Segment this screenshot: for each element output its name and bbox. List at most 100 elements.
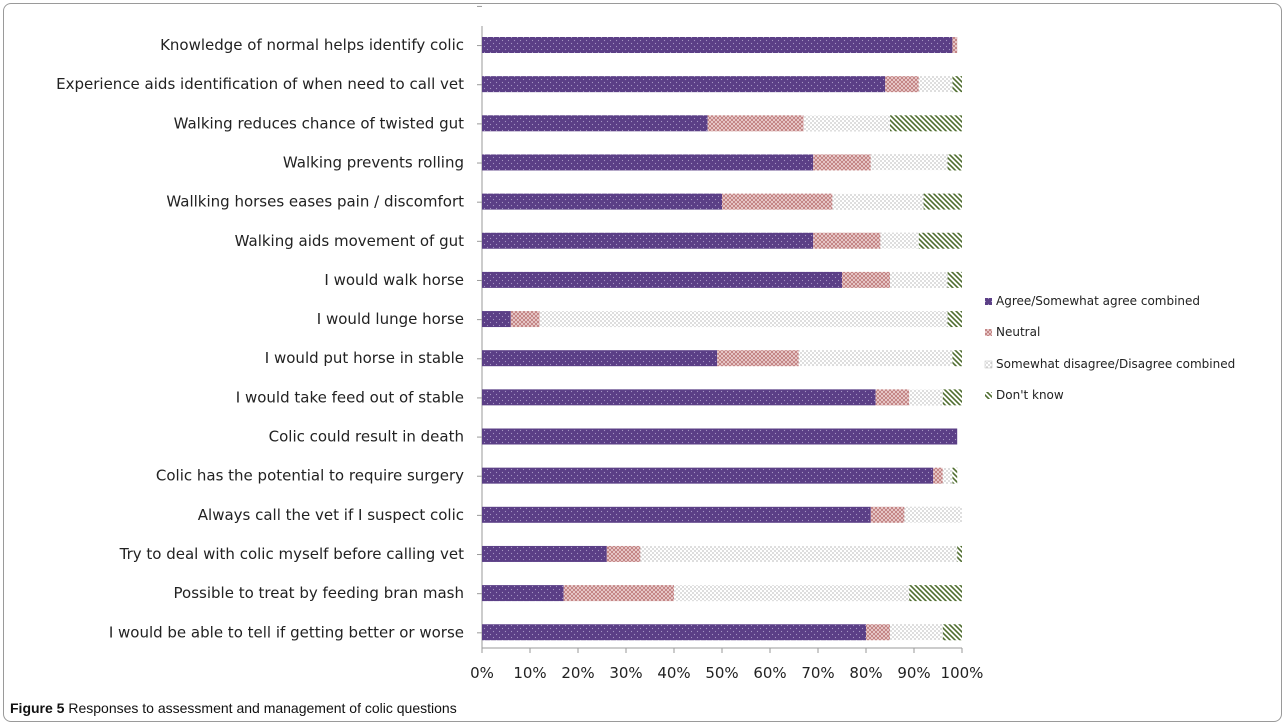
x-tick-label: 80%: [849, 664, 882, 682]
bar-agree: [482, 350, 718, 367]
bar-neutral: [813, 232, 881, 249]
figure-caption: Figure 5 Responses to assessment and man…: [10, 700, 457, 716]
bar-neutral: [510, 311, 540, 328]
bar-agree: [482, 115, 708, 132]
bar-disagree: [674, 585, 910, 602]
category-label: Walking reduces chance of twisted gut: [174, 114, 465, 132]
category-label: Colic has the potential to require surge…: [156, 467, 464, 485]
x-axis-ticks: 0% 10% 20% 30% 40% 50% 60% 70% 80% 90% 100%: [470, 664, 983, 682]
bar-disagree: [803, 115, 890, 132]
category-label: Colic could result in death: [269, 428, 464, 446]
category-label: Try to deal with colic myself before cal…: [119, 545, 464, 563]
category-label: I would lunge horse: [317, 310, 464, 328]
legend-label-agree: Agree/Somewhat agree combined: [996, 294, 1200, 308]
bar-agree: [482, 154, 814, 171]
bar-dontknow: [952, 467, 958, 484]
bar-disagree: [832, 193, 924, 210]
bar-agree: [482, 389, 876, 406]
legend-swatch-disagree: [984, 360, 993, 369]
bar-neutral: [866, 624, 890, 641]
category-label: Wallking horses eases pain / discomfort: [166, 193, 464, 211]
x-tick-label: 100%: [941, 664, 984, 682]
bar-dontknow: [947, 311, 962, 328]
bar-dontknow: [957, 545, 962, 562]
figure-caption-text: Responses to assessment and management o…: [64, 700, 457, 716]
bar-agree: [482, 232, 814, 249]
bar-disagree: [890, 271, 948, 288]
bar-neutral: [875, 389, 910, 406]
x-tick-label: 90%: [897, 664, 930, 682]
bar-neutral: [707, 115, 804, 132]
x-tick-label: 60%: [753, 664, 786, 682]
category-label: I would be able to tell if getting bette…: [109, 623, 464, 641]
category-label: Knowledge of normal helps identify colic: [160, 36, 464, 54]
bar-neutral: [842, 271, 890, 288]
category-label: I would take feed out of stable: [236, 388, 464, 406]
bar-neutral: [885, 76, 919, 93]
x-tick-label: 70%: [801, 664, 834, 682]
bar-dontknow: [952, 350, 962, 367]
bar-dontknow: [942, 624, 962, 641]
figure-label: Figure 5: [10, 700, 65, 716]
bar-neutral: [813, 154, 871, 171]
bar-dontknow: [918, 232, 962, 249]
bar-agree: [482, 37, 953, 53]
bar-neutral: [870, 506, 905, 523]
bar-neutral: [933, 467, 943, 484]
x-tick-label: 30%: [609, 664, 642, 682]
bar-dontknow: [952, 76, 962, 93]
bar-disagree: [870, 154, 948, 171]
bar-neutral: [717, 350, 799, 367]
category-labels: Knowledge of normal helps identify colic…: [56, 36, 464, 641]
bar-disagree: [798, 350, 953, 367]
bar-disagree: [880, 232, 919, 249]
bar-disagree: [918, 76, 953, 93]
bar-agree: [482, 271, 842, 288]
bars-layer: [482, 37, 962, 641]
bar-agree: [482, 545, 607, 562]
category-label: Walking aids movement of gut: [235, 232, 464, 250]
bar-disagree: [890, 624, 943, 641]
category-label: Experience aids identification of when n…: [56, 75, 464, 93]
category-label: I would put horse in stable: [265, 349, 464, 367]
bar-disagree: [942, 467, 953, 484]
bar-dontknow: [923, 193, 962, 210]
bar-disagree: [539, 311, 948, 328]
bar-agree: [482, 76, 886, 93]
bar-disagree: [640, 545, 958, 562]
category-label: Always call the vet if I suspect colic: [198, 506, 464, 524]
legend-label-neutral: Neutral: [996, 325, 1040, 339]
legend-label-dontknow: Don't know: [996, 388, 1064, 402]
legend: Agree/Somewhat agree combined Neutral Some…: [984, 294, 1235, 402]
bar-disagree: [904, 506, 962, 523]
x-tick-label: 50%: [705, 664, 738, 682]
bar-agree: [482, 311, 511, 328]
bar-dontknow: [947, 154, 962, 171]
legend-swatch-neutral: [985, 329, 992, 336]
bar-agree: [482, 193, 722, 210]
bar-dontknow: [947, 271, 962, 288]
bar-disagree: [909, 389, 943, 406]
category-label: Possible to treat by feeding bran mash: [174, 584, 464, 602]
legend-swatch-dontknow: [985, 392, 992, 399]
bar-dontknow: [942, 389, 962, 406]
bar-agree: [482, 428, 958, 445]
bar-agree: [482, 467, 934, 484]
bar-dontknow: [890, 115, 962, 132]
bar-neutral: [722, 193, 833, 210]
bar-agree: [482, 585, 564, 602]
bar-dontknow: [909, 585, 962, 602]
x-tick-label: 40%: [657, 664, 690, 682]
bar-neutral: [606, 545, 641, 562]
x-tick-label: 0%: [470, 664, 494, 682]
legend-label-disagree: Somewhat disagree/Disagree combined: [996, 357, 1235, 371]
x-tick-label: 20%: [561, 664, 594, 682]
bar-neutral: [563, 585, 674, 602]
category-label: I would walk horse: [324, 271, 464, 289]
category-label: Walking prevents rolling: [283, 153, 464, 171]
bar-agree: [482, 624, 866, 641]
bar-agree: [482, 506, 871, 523]
bar-neutral: [952, 37, 958, 53]
chart: Knowledge of normal helps identify colic…: [56, 5, 1235, 682]
legend-swatch-agree: [985, 298, 992, 305]
